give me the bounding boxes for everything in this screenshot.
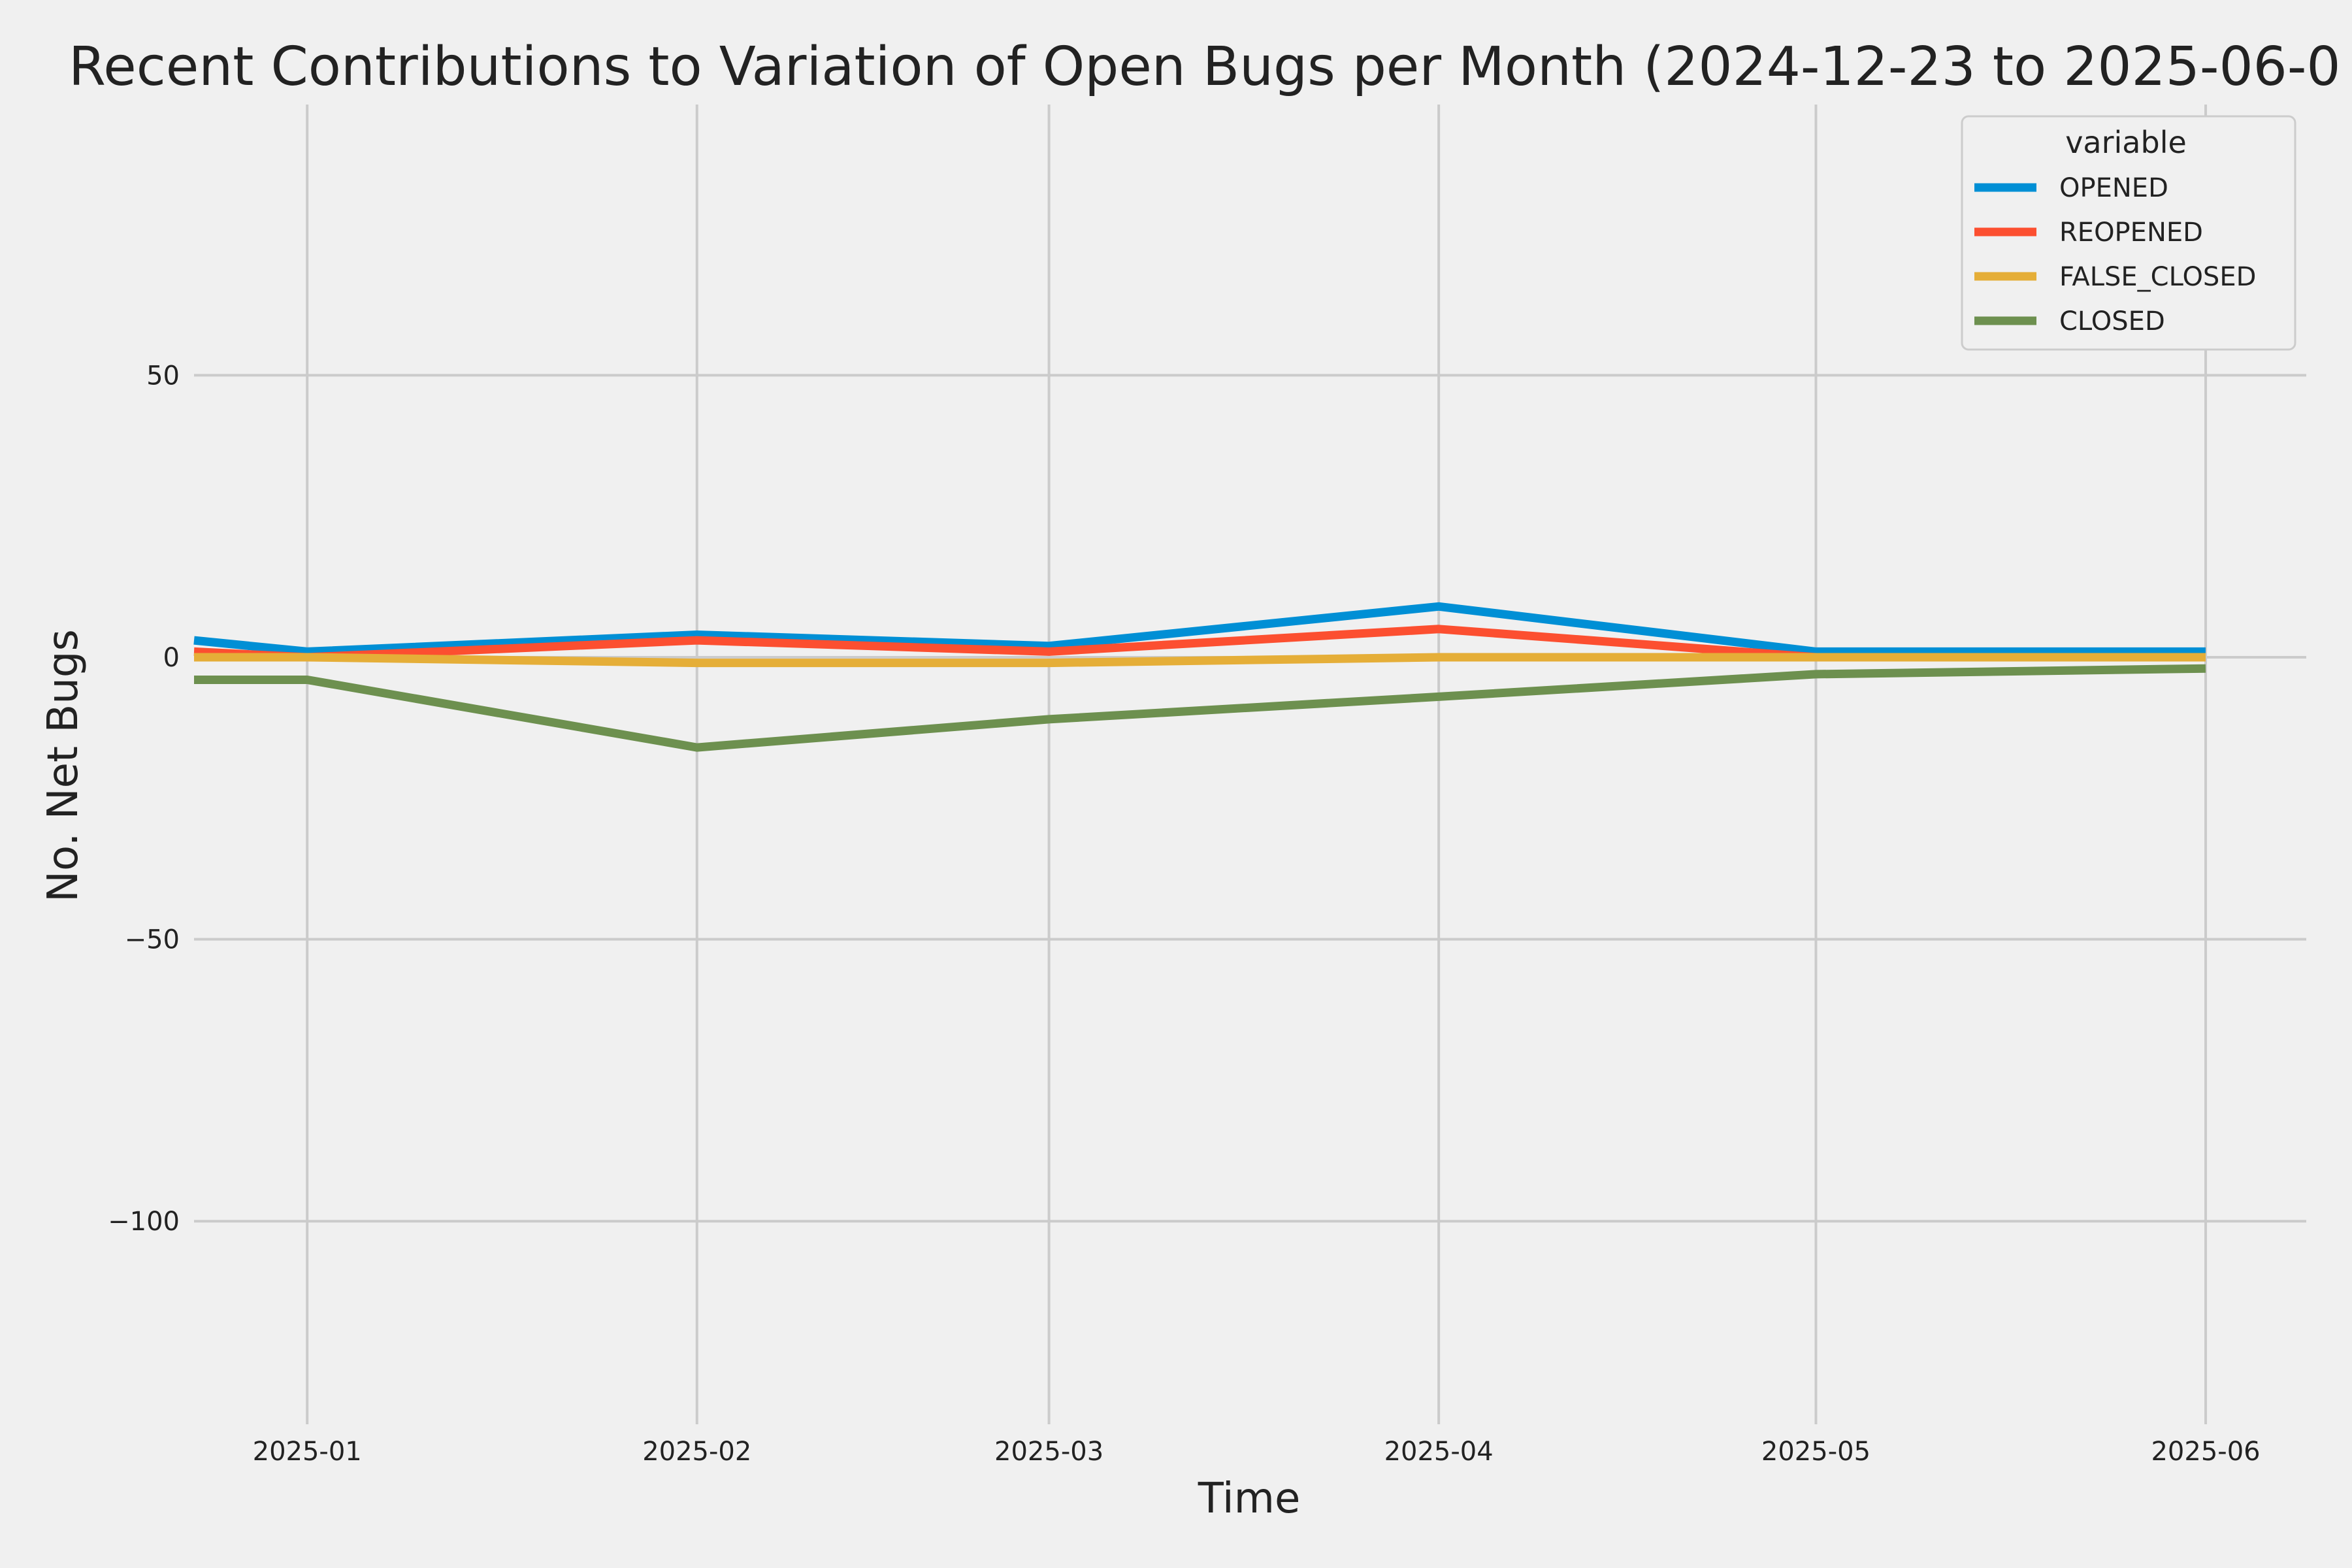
legend-items: OPENED REOPENED FALSE_CLOSED CLOSED: [1974, 173, 2256, 336]
x-tick-labels: 2025-01 2025-02 2025-03 2025-04 2025-05 2025-…: [253, 1437, 2261, 1467]
series-line-closed: [194, 664, 2206, 752]
legend-title: variable: [2065, 125, 2187, 160]
x-axis-title: Time: [1198, 1475, 1301, 1523]
series-lines: [193, 602, 2206, 752]
y-tick-labels: 50 0 −50 −100: [108, 361, 180, 1237]
y-tick-label: 0: [163, 643, 180, 673]
x-tick-label: 2025-05: [1761, 1437, 1870, 1467]
legend-label: CLOSED: [2059, 306, 2165, 336]
x-tick-label: 2025-06: [2151, 1437, 2260, 1467]
y-tick-label: 50: [146, 361, 180, 391]
legend: variable OPENED REOPENED FALSE_CLOSED CLOSE…: [1961, 115, 2296, 351]
chart-title: Recent Contributions to Variation of Ope…: [69, 36, 2341, 98]
x-tick-label: 2025-01: [253, 1437, 362, 1467]
x-tick-label: 2025-04: [1384, 1437, 1494, 1467]
y-tick-label: −50: [125, 925, 180, 955]
y-tick-label: −100: [108, 1207, 180, 1237]
legend-label: REOPENED: [2059, 218, 2203, 248]
x-tick-label: 2025-02: [642, 1437, 751, 1467]
y-axis-title: No. Net Bugs: [39, 629, 88, 902]
series-line-false-closed: [194, 653, 2206, 668]
series-line-opened: [193, 602, 2206, 656]
x-tick-label: 2025-03: [994, 1437, 1103, 1467]
legend-label: OPENED: [2059, 173, 2168, 203]
legend-label: FALSE_CLOSED: [2059, 262, 2256, 292]
legend-box: [1961, 115, 2296, 351]
